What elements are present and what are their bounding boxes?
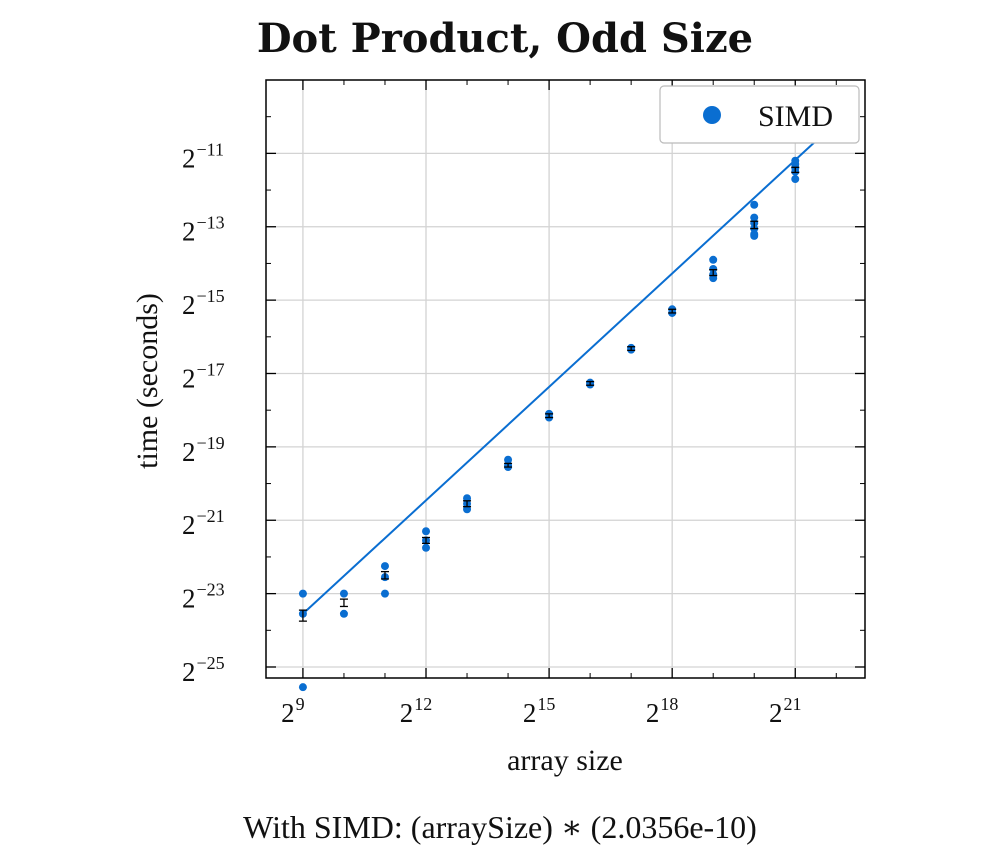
data-point [339,589,348,598]
data-point [504,455,513,464]
y-tick-exponent: −11 [197,139,224,159]
y-tick-exponent: −23 [197,580,225,600]
y-tick-exponent: −17 [197,359,225,379]
data-point [709,255,718,264]
fit-line-group [302,121,837,615]
y-tick-label: 2−17 [182,359,225,393]
data-point [380,562,389,571]
data-point [750,213,759,222]
y-tick-label: 2−11 [182,139,224,173]
axis-ticks [266,79,865,678]
y-tick-label: 2−21 [182,506,225,540]
x-tick-exponent: 18 [660,694,678,714]
fit-line [302,121,837,615]
legend: SIMD [659,85,860,144]
x-tick-exponent: 9 [296,694,305,714]
data-point [422,543,431,552]
data-point [380,589,389,598]
x-tick-exponent: 21 [784,694,802,714]
y-tick-label: 2−19 [182,433,225,467]
data-point [339,609,348,618]
data-point [750,200,759,209]
x-axis-label: array size [507,744,623,777]
x-tick-labels: 29 212 215 218 221 [281,694,801,728]
legend-label: SIMD [758,100,833,133]
data-point [298,683,307,692]
x-tick-label: 221 [769,694,802,728]
data-point [422,527,431,536]
y-tick-exponent: −19 [197,433,225,453]
y-tick-exponent: −15 [197,286,225,306]
y-tick-exponent: −25 [197,653,225,673]
y-axis-label: time (seconds) [131,293,164,469]
error-bars [298,121,841,622]
y-tick-label: 2−15 [182,286,225,320]
y-tick-labels: 2−11 2−13 2−15 2−17 2−19 2−21 2−23 2−25 [182,139,225,687]
y-tick-exponent: −13 [197,213,225,233]
x-tick-exponent: 15 [537,694,555,714]
data-point [791,175,800,184]
legend-marker [703,106,721,124]
y-tick-exponent: −21 [197,506,225,526]
x-tick-label: 215 [523,694,556,728]
fit-caption: With SIMD: (arraySize) ∗ (2.0356e-10) [243,809,757,845]
x-tick-exponent: 12 [414,694,432,714]
scatter-points [298,118,841,692]
x-tick-label: 29 [281,694,305,728]
data-point [750,231,759,240]
data-point [298,589,307,598]
x-tick-label: 212 [400,694,433,728]
plot-frame [265,79,866,679]
x-tick-label: 218 [646,694,679,728]
legend-box [659,85,860,144]
y-tick-label: 2−13 [182,213,225,247]
chart-title: Dot Product, Odd Size [257,15,753,62]
y-tick-label: 2−25 [182,653,225,687]
grid [266,80,865,678]
data-point [709,264,718,273]
y-tick-label: 2−23 [182,580,225,614]
